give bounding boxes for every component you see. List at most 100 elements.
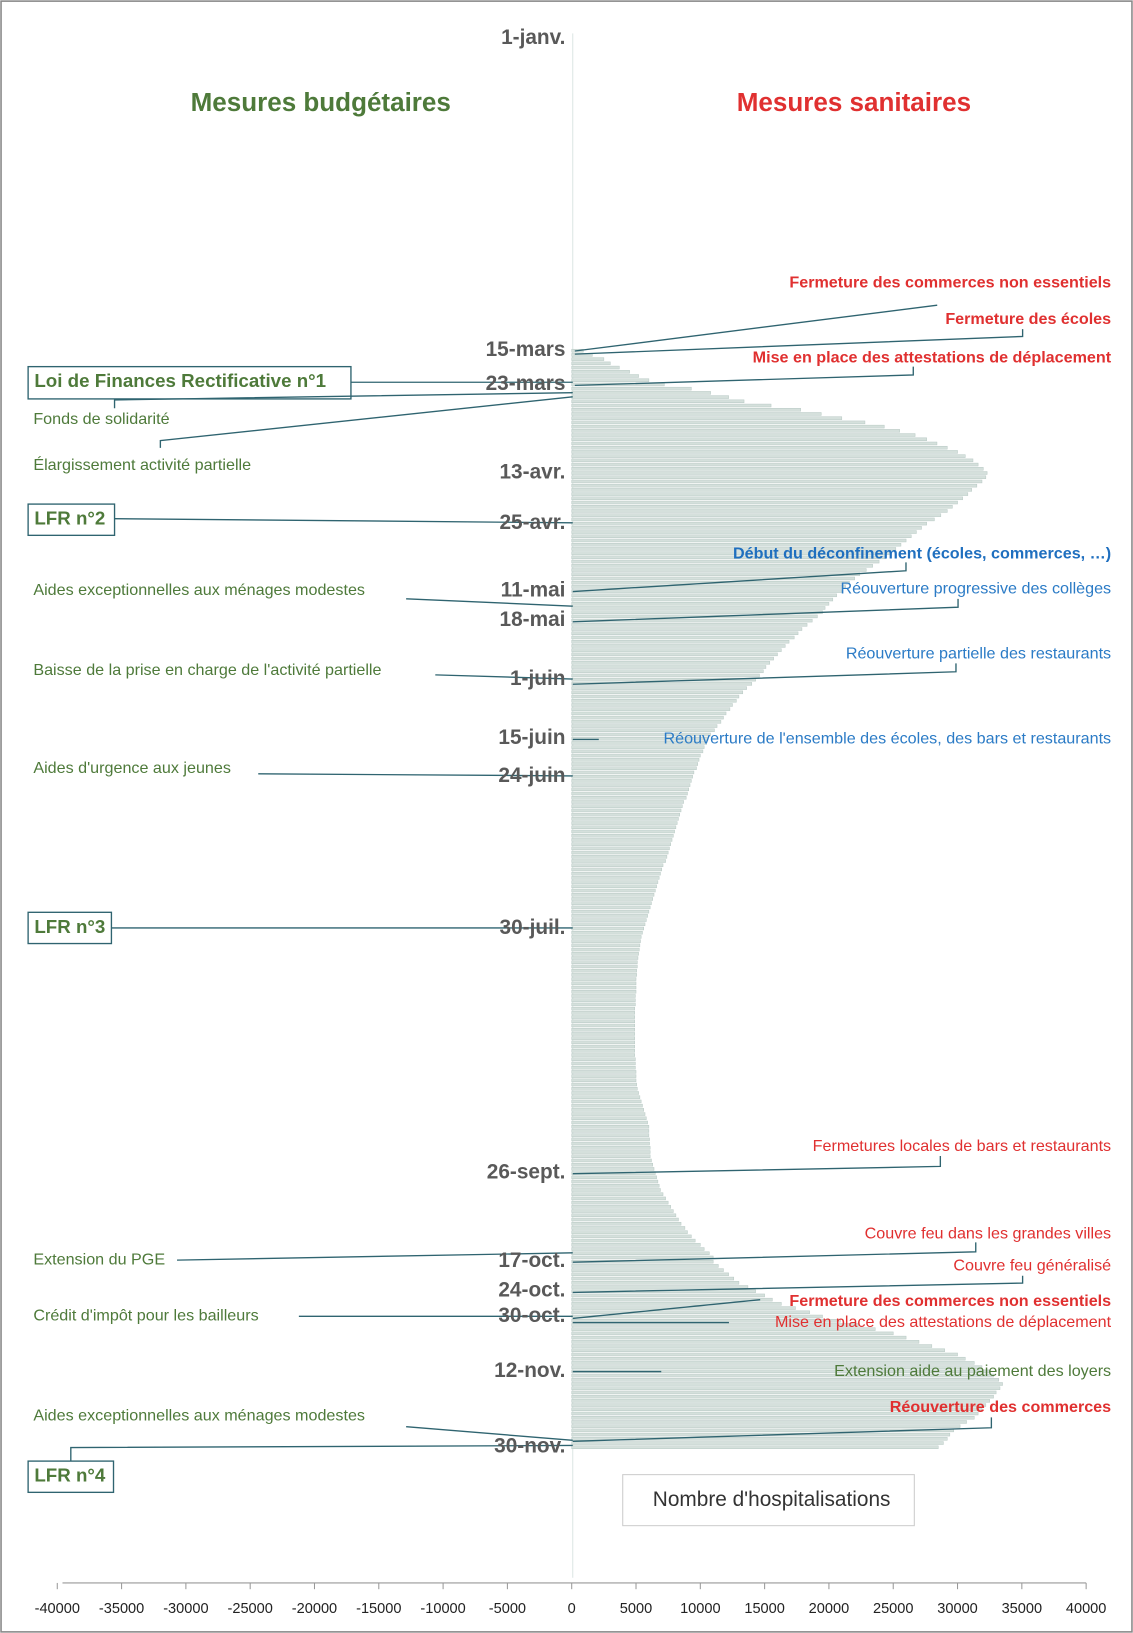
- bar: [571, 673, 760, 678]
- bar: [571, 374, 639, 378]
- bar: [571, 661, 771, 665]
- bar: [571, 859, 666, 863]
- bar: [571, 817, 679, 821]
- annotation-box: [27, 911, 113, 945]
- bar: [571, 1407, 983, 1412]
- bar: [571, 509, 948, 513]
- bar: [571, 1323, 859, 1327]
- bar: [571, 408, 801, 412]
- leader-line: [572, 562, 907, 593]
- leader-line: [572, 598, 959, 623]
- date-label: 30-nov.: [494, 1435, 565, 1458]
- bar: [571, 703, 733, 707]
- bar: [571, 652, 778, 657]
- bar: [571, 829, 675, 834]
- bar: [571, 403, 772, 408]
- bar: [571, 758, 700, 762]
- sanitary-annotation: Réouverture de l'ensemble des écoles, de…: [663, 730, 1111, 748]
- bar: [571, 433, 916, 437]
- leader-line: [113, 391, 573, 409]
- bar: [571, 1129, 650, 1133]
- bar: [571, 606, 826, 610]
- bar: [571, 990, 637, 994]
- bar: [571, 526, 922, 530]
- bar: [571, 475, 987, 479]
- bar: [571, 1074, 637, 1078]
- bar: [571, 1251, 710, 1255]
- budget-annotation: Crédit d'impôt pour les bailleurs: [33, 1307, 258, 1325]
- bar: [571, 779, 692, 783]
- x-tick-label: -15000: [356, 1601, 401, 1617]
- bar: [571, 378, 650, 382]
- bar: [571, 825, 677, 829]
- bar: [571, 1015, 635, 1019]
- budget-annotation: Aides exceptionnelles aux ménages modest…: [33, 581, 365, 599]
- bar: [571, 981, 637, 986]
- bar: [571, 960, 638, 964]
- bar: [571, 1217, 679, 1222]
- bar: [571, 1238, 696, 1243]
- bar: [571, 1053, 635, 1057]
- bar: [571, 1382, 1003, 1386]
- bar: [571, 395, 729, 399]
- x-tick-label: -5000: [489, 1601, 526, 1617]
- bar: [571, 1196, 666, 1201]
- sanitary-annotation: Extension aide au paiement des loyers: [834, 1362, 1111, 1380]
- leader-line: [572, 1275, 1024, 1294]
- sanitary-annotation: Fermeture des écoles: [945, 310, 1111, 328]
- bar: [571, 1424, 961, 1428]
- bar: [571, 1222, 682, 1226]
- date-label: 24-juin: [498, 764, 565, 787]
- budget-annotation: Aides d'urgence aux jeunes: [33, 759, 231, 777]
- bar: [571, 964, 638, 969]
- bar: [571, 483, 978, 488]
- bar: [571, 445, 948, 450]
- leader-line: [435, 674, 573, 680]
- leader-line: [574, 304, 938, 352]
- bar: [571, 437, 927, 441]
- bar: [571, 1247, 705, 1251]
- bar: [571, 838, 673, 842]
- bar: [571, 1428, 954, 1433]
- bar: [571, 1162, 653, 1167]
- bar: [571, 1205, 671, 1209]
- bar: [571, 1200, 669, 1205]
- bar: [571, 513, 942, 517]
- bar: [571, 1188, 661, 1192]
- bar: [571, 1091, 639, 1095]
- x-tick-label: 10000: [680, 1601, 721, 1617]
- date-label: 25-avr.: [499, 511, 565, 534]
- bar: [571, 973, 637, 977]
- bar: [571, 542, 902, 547]
- bar: [571, 918, 647, 922]
- bar: [571, 1019, 635, 1024]
- sanitary-annotation: Fermeture des commerces non essentiels: [789, 274, 1111, 292]
- bar: [571, 1044, 635, 1049]
- bar: [571, 812, 680, 817]
- bar: [571, 897, 653, 901]
- x-tick-label: -20000: [292, 1601, 337, 1617]
- bar: [571, 1032, 635, 1036]
- bar: [571, 1420, 967, 1424]
- budget-annotation: LFR n°4: [34, 1465, 106, 1486]
- bar: [571, 1327, 876, 1331]
- bar: [571, 766, 697, 770]
- legend-label: Nombre d'hospitalisations: [653, 1488, 891, 1511]
- bar: [571, 749, 704, 754]
- bar: [571, 867, 662, 872]
- bar: [571, 682, 753, 686]
- date-label: 17-oct.: [498, 1249, 565, 1272]
- bar: [571, 922, 646, 926]
- bar: [571, 774, 693, 779]
- bar: [571, 842, 671, 846]
- bar: [571, 1175, 657, 1180]
- budget-annotation: LFR n°2: [34, 508, 105, 529]
- bar: [571, 631, 799, 635]
- bar: [571, 1116, 647, 1121]
- bar: [571, 994, 636, 998]
- bar: [571, 893, 655, 897]
- bar: [571, 914, 648, 918]
- bar: [571, 450, 958, 454]
- bar: [571, 420, 866, 425]
- bar: [571, 479, 983, 484]
